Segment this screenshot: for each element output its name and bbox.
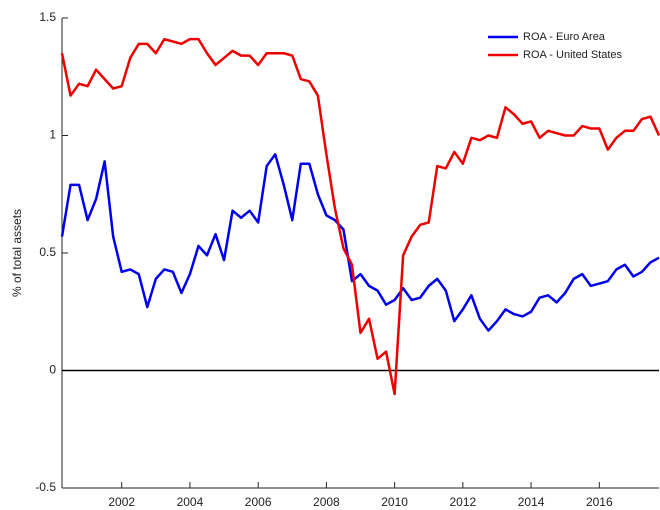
- y-tick-label: -0.5: [35, 480, 56, 494]
- x-tick-label: 2010: [381, 495, 408, 509]
- x-tick-label: 2002: [108, 495, 135, 509]
- legend-label: ROA - Euro Area: [523, 31, 606, 43]
- y-axis-label: % of total assets: [10, 209, 24, 297]
- x-tick-label: 2006: [245, 495, 272, 509]
- legend-label: ROA - United States: [523, 49, 623, 61]
- x-tick-label: 2012: [449, 495, 476, 509]
- data-line: [60, 37, 660, 396]
- x-tick-label: 2004: [177, 495, 204, 509]
- y-tick-label: 1: [49, 128, 56, 142]
- x-tick-label: 2008: [313, 495, 340, 509]
- x-tick-label: 2016: [586, 495, 613, 509]
- y-tick-label: 1.5: [39, 10, 56, 24]
- y-tick-label: 0: [49, 363, 56, 377]
- data-line: [60, 153, 660, 332]
- y-tick-label: 0.5: [39, 245, 56, 259]
- x-tick-label: 2014: [518, 495, 545, 509]
